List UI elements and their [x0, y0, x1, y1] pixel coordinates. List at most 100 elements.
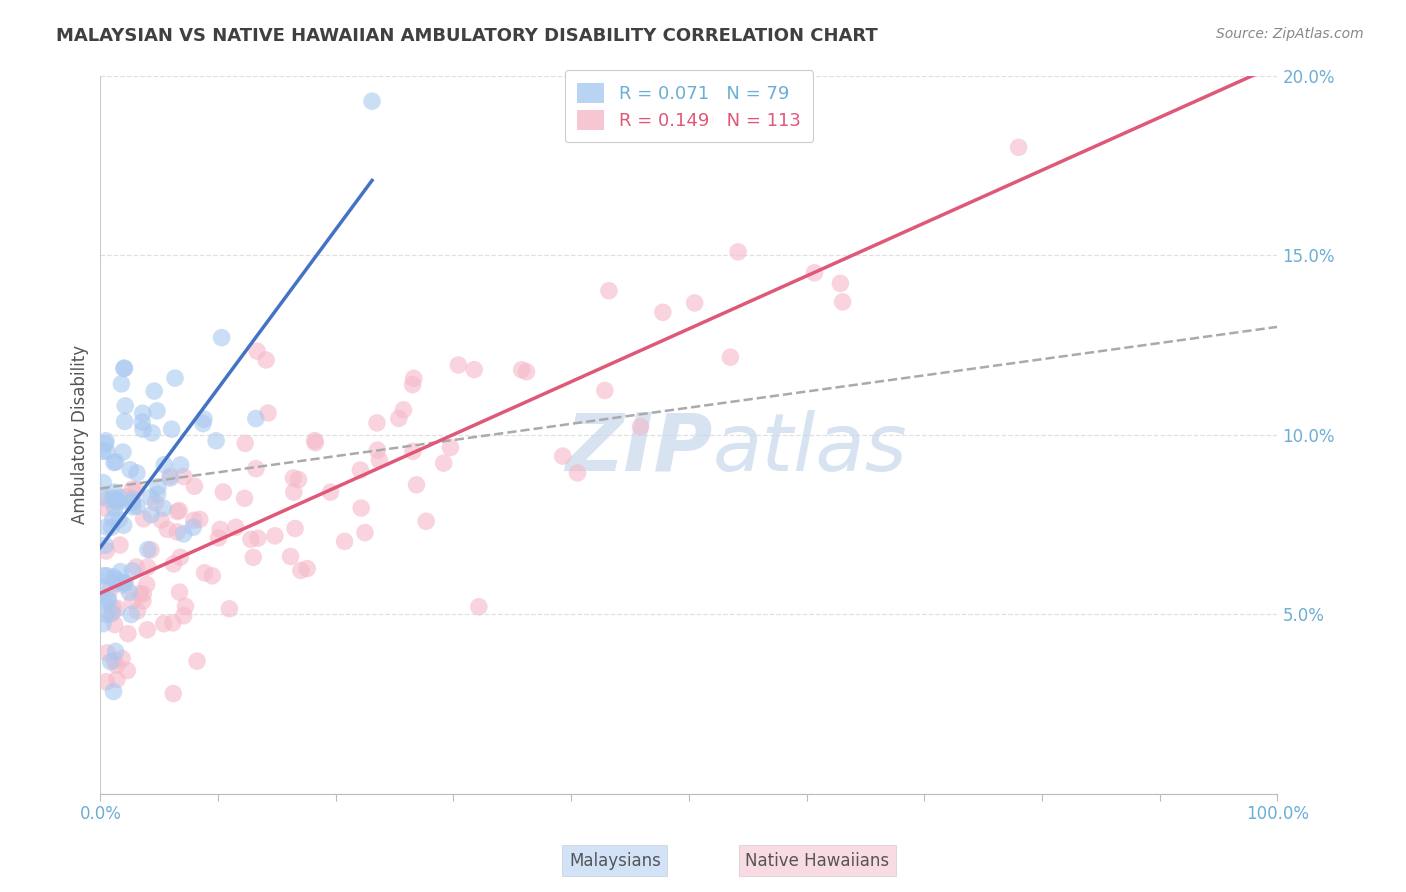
Point [90, 490, 112, 504]
Point [115, 490, 138, 504]
Point [295, 561, 318, 575]
Point [183, 513, 205, 527]
Point [280, 549, 302, 564]
Point [114, 361, 136, 376]
Point [388, 411, 411, 425]
Point [284, 522, 307, 536]
Point [103, 654, 125, 668]
Point [114, 576, 136, 591]
Point [651, 305, 673, 319]
Point [169, 458, 191, 472]
Point [218, 601, 240, 615]
Point [567, 466, 589, 480]
Point [173, 608, 195, 623]
Point [162, 615, 184, 630]
Point [402, 371, 425, 385]
Point [350, 501, 373, 516]
Point [105, 576, 128, 591]
Point [122, 500, 145, 514]
Point [91, 444, 114, 458]
Point [105, 658, 128, 673]
Point [108, 512, 131, 526]
Point [96, 444, 118, 458]
Point [131, 415, 153, 429]
Point [101, 606, 124, 620]
Point [94, 434, 117, 448]
Point [110, 565, 132, 579]
Point [111, 575, 134, 590]
Point [304, 434, 326, 448]
Point [104, 644, 127, 658]
Point [212, 485, 235, 500]
Point [104, 501, 127, 516]
Point [132, 422, 155, 436]
Point [366, 443, 388, 458]
Point [139, 542, 162, 557]
Point [120, 463, 142, 477]
Point [264, 529, 287, 543]
Point [111, 445, 134, 459]
Point [830, 277, 852, 291]
Point [233, 491, 256, 506]
Point [141, 508, 163, 522]
Point [117, 626, 139, 640]
Point [94, 538, 117, 552]
Point [239, 533, 262, 547]
Point [209, 522, 232, 536]
Point [201, 569, 224, 583]
Point [246, 531, 269, 545]
Text: Source: ZipAtlas.com: Source: ZipAtlas.com [1216, 27, 1364, 41]
Point [361, 94, 384, 108]
Point [101, 601, 124, 615]
Point [630, 419, 652, 434]
Point [131, 406, 153, 420]
Point [105, 673, 128, 687]
Point [103, 456, 125, 470]
Point [152, 501, 174, 516]
Text: atlas: atlas [713, 410, 907, 488]
Point [93, 568, 115, 582]
Point [169, 585, 191, 599]
Point [91, 580, 114, 594]
Point [129, 586, 152, 600]
Point [146, 480, 169, 494]
Point [287, 473, 309, 487]
Y-axis label: Ambulatory Disability: Ambulatory Disability [72, 345, 89, 524]
Point [104, 617, 127, 632]
Point [515, 365, 537, 379]
Point [96, 520, 118, 534]
Point [169, 550, 191, 565]
Point [101, 491, 124, 505]
Point [153, 458, 176, 472]
Point [242, 550, 264, 565]
Point [136, 623, 159, 637]
Point [233, 436, 256, 450]
Point [415, 514, 437, 528]
Point [727, 244, 749, 259]
Point [114, 414, 136, 428]
Point [91, 593, 114, 607]
Point [193, 412, 215, 426]
Point [136, 542, 159, 557]
Point [304, 435, 326, 450]
Point [98, 607, 121, 622]
Point [97, 591, 120, 606]
Point [246, 344, 269, 359]
Point [188, 512, 211, 526]
Point [510, 363, 533, 377]
Point [191, 417, 214, 431]
Text: Malaysians: Malaysians [569, 852, 661, 870]
Point [94, 436, 117, 450]
Point [598, 284, 620, 298]
Point [103, 570, 125, 584]
Text: Native Hawaiians: Native Hawaiians [745, 852, 890, 870]
Point [468, 599, 491, 614]
Point [132, 594, 155, 608]
Point [447, 358, 470, 372]
Text: ZIP: ZIP [565, 410, 713, 488]
Point [118, 585, 141, 599]
Point [225, 520, 247, 534]
Point [463, 362, 485, 376]
Point [166, 524, 188, 539]
Point [97, 593, 120, 607]
